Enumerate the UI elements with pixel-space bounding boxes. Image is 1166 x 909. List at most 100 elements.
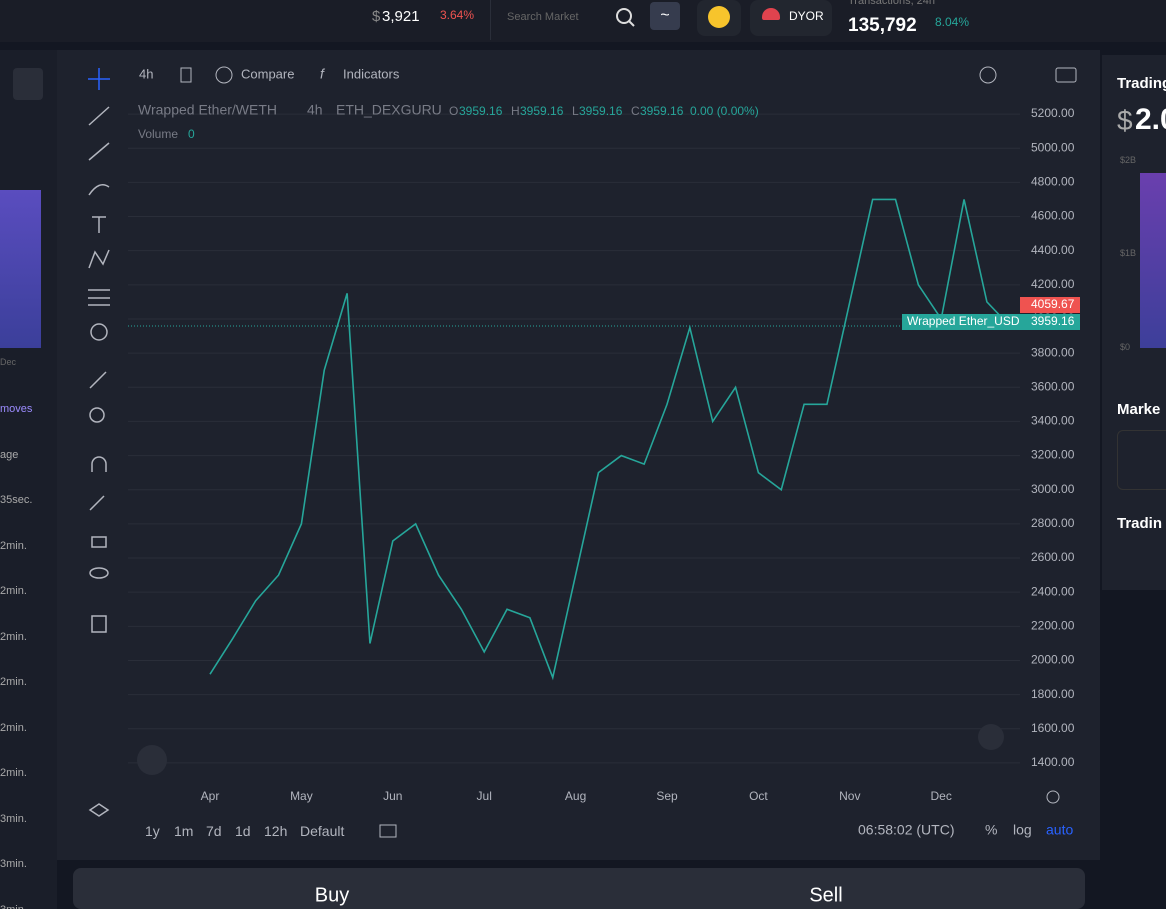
x-tick-label: Nov: [839, 789, 860, 803]
range-button: Default: [300, 823, 345, 839]
legend-source: ETH_DEXGURU: [336, 102, 442, 118]
x-tick-label: Jun: [383, 789, 402, 803]
toolbar: 4h Compare f Indicators: [139, 66, 1077, 84]
y-tick-label: 3800.00: [1031, 345, 1075, 359]
plot: 1400.00 1600.00 1800.00 2000.00 2200.00 2400.…: [128, 106, 1075, 803]
activity-time: 3min.: [0, 812, 27, 825]
y-tick-label: 5200.00: [1031, 106, 1075, 120]
y-tick-label: 1800.00: [1031, 687, 1075, 701]
mushroom: [762, 8, 780, 20]
x-tick-label: Jul: [477, 789, 492, 803]
price-line: [209, 198, 1011, 681]
range-button: 1d: [235, 823, 251, 839]
y-tick-label: 4600.00: [1031, 209, 1075, 223]
y-tick-label: 2000.00: [1031, 653, 1075, 667]
y-tick-label: 2600.00: [1031, 550, 1075, 564]
candle-icon[interactable]: [180, 67, 192, 83]
search[interactable]: Search Market: [507, 11, 579, 23]
activity-time: 2min.: [0, 767, 27, 779]
legend-c-label: C: [631, 104, 640, 118]
expand-button[interactable]: [13, 68, 43, 100]
menu-button[interactable]: ~: [650, 2, 680, 30]
scroll-button[interactable]: [978, 724, 1004, 750]
tx-value: 135,792: [848, 15, 917, 36]
legend-l: 3959.16: [579, 104, 623, 118]
settings-icon[interactable]: [979, 66, 997, 84]
auto[interactable]: auto: [1046, 822, 1073, 838]
legend-l-label: L: [572, 104, 579, 118]
legend-symbol: Wrapped Ether/WETH: [138, 102, 277, 118]
camera-icon[interactable]: [1055, 67, 1077, 83]
emoji: [708, 6, 730, 28]
value-symbol: $: [1117, 105, 1133, 136]
range-button: 1m: [174, 823, 194, 839]
mini-chart: [1140, 173, 1166, 348]
value: 2.0: [1135, 103, 1166, 136]
legend-h: 3959.16: [520, 104, 564, 118]
volume-label: Volume: [138, 127, 178, 141]
y-tick-label: 4200.00: [1031, 277, 1075, 291]
buy[interactable]: Buy: [315, 884, 349, 906]
chart-panel: [57, 50, 1100, 860]
range-button: 1y: [145, 823, 160, 839]
y-tick-label: 2400.00: [1031, 584, 1075, 598]
activity-time: 2min.: [0, 630, 27, 643]
y-tick-label: 1400.00: [1031, 755, 1075, 769]
logo[interactable]: [137, 745, 167, 775]
price-change: 3.64%: [440, 8, 475, 22]
search-icon[interactable]: [613, 5, 637, 29]
range-button: 7d: [206, 823, 222, 839]
log[interactable]: log: [1013, 822, 1032, 838]
divider: [490, 0, 491, 40]
y-tick-label: 5000.00: [1031, 140, 1075, 154]
compare[interactable]: Compare: [241, 66, 294, 81]
y-tick-label: 3400.00: [1031, 414, 1075, 428]
dyor: DYOR: [789, 9, 824, 23]
axis-label: $2B: [1120, 155, 1137, 165]
legend-interval: 4h: [307, 102, 323, 118]
y-tick-label: 1600.00: [1031, 721, 1075, 735]
indicators[interactable]: Indicators: [343, 66, 400, 81]
top-bar: $ 3,921 3.64% Search Market ~ DYOR Trans…: [0, 0, 1166, 42]
percent[interactable]: %: [985, 822, 997, 838]
mini-month: Dec: [0, 357, 17, 367]
interval[interactable]: 4h: [139, 66, 153, 81]
drawing-tools: [88, 68, 110, 817]
date-range-icon[interactable]: [379, 824, 397, 838]
series-label: Wrapped Ether_USD: [907, 314, 1020, 328]
y-tick-label: 3600.00: [1031, 379, 1075, 393]
dyor-button[interactable]: DYOR: [750, 0, 832, 36]
left-panel: Dec moves age 35sec. 2min. 2min. 2min. 2min. 2m…: [0, 50, 57, 909]
sell[interactable]: Sell: [809, 884, 842, 906]
activity-time: age: [0, 448, 19, 461]
legend-c: 3959.16: [640, 104, 684, 118]
fx-icon[interactable]: f: [320, 66, 326, 82]
legend-o-label: O: [449, 104, 458, 118]
activity-time: 35sec.: [0, 494, 33, 506]
compare-icon[interactable]: [215, 66, 233, 84]
theme-icon[interactable]: [1046, 790, 1060, 804]
legend: Wrapped Ether/WETH 4h ETH_DEXGURU O 3959…: [138, 102, 759, 141]
y-tick-label: 3000.00: [1031, 482, 1075, 496]
x-tick-label: Oct: [749, 789, 768, 803]
high-label-bg: [1020, 297, 1080, 313]
market-title: Marke: [1117, 401, 1161, 418]
market-box: [1117, 430, 1166, 490]
emoji-button[interactable]: [697, 0, 741, 36]
activity-time: 2min.: [0, 539, 27, 552]
legend-o: 3959.16: [459, 104, 503, 118]
y-tick-label: 3200.00: [1031, 448, 1075, 462]
x-tick-label: May: [290, 789, 313, 803]
y-tick-label: 4400.00: [1031, 243, 1075, 257]
activity-time: 3min.: [0, 904, 27, 909]
trade-panel: [73, 868, 1085, 909]
trading-title: Tradin: [1117, 515, 1163, 532]
y-tick-label: 4800.00: [1031, 175, 1075, 189]
price-symbol: $: [372, 8, 381, 25]
range-button: 12h: [264, 823, 288, 839]
mini-chart: [0, 190, 41, 348]
x-tick-label: Dec: [931, 789, 952, 803]
tx-change: 8.04%: [935, 15, 970, 29]
